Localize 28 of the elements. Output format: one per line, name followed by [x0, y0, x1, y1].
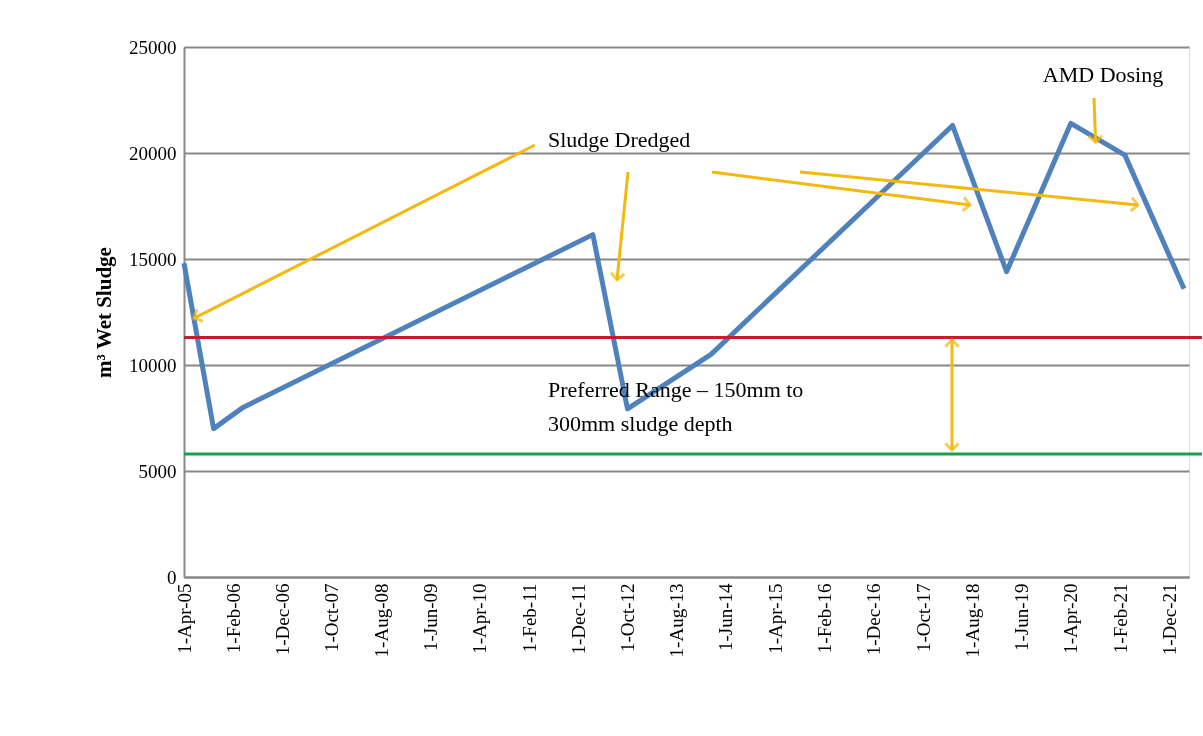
- y-tick-label: 5000: [138, 460, 177, 482]
- x-tick-label: 1-Jun-19: [1010, 583, 1032, 652]
- x-tick-label: 1-Dec-21: [1158, 583, 1180, 656]
- x-tick-label: 1-Oct-17: [912, 583, 934, 653]
- x-tick-label: 1-Apr-15: [764, 583, 786, 654]
- x-tick-label: 1-Aug-08: [370, 583, 392, 658]
- y-tick-label: 20000: [129, 142, 177, 164]
- x-tick-label: 1-Dec-06: [272, 583, 294, 656]
- x-tick-label: 1-Feb-21: [1109, 583, 1131, 654]
- x-tick-label: 1-Apr-10: [469, 583, 491, 654]
- annotation: Sludge Dredged: [548, 127, 691, 152]
- x-tick-label: 1-Feb-16: [814, 583, 836, 654]
- y-tick-label: 15000: [129, 248, 177, 270]
- y-axis-title: m³ Wet Sludge: [92, 247, 116, 378]
- x-tick-label: 1-Oct-07: [321, 583, 343, 653]
- x-tick-label: 1-Apr-20: [1060, 583, 1082, 654]
- x-tick-label: 1-Jun-14: [715, 583, 737, 652]
- x-tick-label: 1-Aug-13: [666, 583, 688, 658]
- x-tick-label: 1-Jun-09: [419, 583, 441, 652]
- x-tick-label: 1-Feb-11: [518, 583, 540, 653]
- y-tick-label: 25000: [129, 36, 177, 58]
- x-tick-label: 1-Aug-18: [961, 583, 983, 658]
- y-tick-label: 10000: [129, 354, 177, 376]
- annotation: AMD Dosing: [1042, 62, 1164, 87]
- x-tick-label: 1-Feb-06: [223, 583, 245, 654]
- x-tick-label: 1-Oct-12: [617, 583, 638, 653]
- x-tick-label: 1-Dec-11: [567, 583, 589, 655]
- x-tick-label: 1-Dec-16: [863, 583, 885, 656]
